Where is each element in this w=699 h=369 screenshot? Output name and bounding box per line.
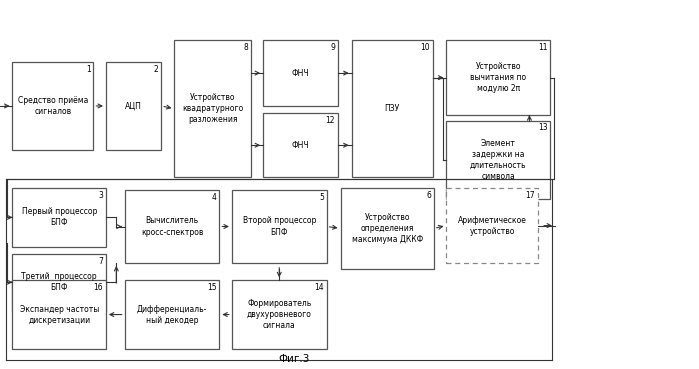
FancyBboxPatch shape [13,188,106,246]
Text: АЦП: АЦП [125,101,142,110]
Text: 12: 12 [326,116,335,125]
Text: 7: 7 [99,257,103,266]
Text: 13: 13 [538,124,547,132]
Text: 14: 14 [315,283,324,292]
Text: ФНЧ: ФНЧ [291,141,309,150]
FancyBboxPatch shape [447,188,538,263]
Text: 8: 8 [244,43,248,52]
Text: Арифметическое
устройство: Арифметическое устройство [458,215,526,236]
FancyBboxPatch shape [175,40,251,177]
Text: 16: 16 [94,283,103,292]
Text: Фиг.3: Фиг.3 [278,354,310,364]
Text: ПЗУ: ПЗУ [384,104,400,113]
FancyBboxPatch shape [124,190,219,263]
Text: 17: 17 [526,191,535,200]
FancyBboxPatch shape [447,40,550,115]
Text: 9: 9 [330,43,335,52]
FancyBboxPatch shape [13,280,106,349]
Text: Экспандер частоты
дискретизации: Экспандер частоты дискретизации [20,304,99,325]
Text: Элемент
задержки на
длительность
символа: Элемент задержки на длительность символа [470,139,526,181]
Text: 11: 11 [538,43,547,52]
Text: Третий  процессор
БПФ: Третий процессор БПФ [22,272,97,292]
FancyBboxPatch shape [263,113,338,177]
FancyBboxPatch shape [124,280,219,349]
FancyBboxPatch shape [447,121,550,199]
Text: Дифференциаль-
ный декодер: Дифференциаль- ный декодер [137,304,207,325]
FancyBboxPatch shape [106,62,161,150]
Text: Второй процессор
БПФ: Второй процессор БПФ [243,217,316,237]
FancyBboxPatch shape [232,190,326,263]
Text: 4: 4 [212,193,217,202]
Text: 1: 1 [86,65,91,74]
Text: Формирователь
двухуровневого
сигнала: Формирователь двухуровневого сигнала [247,299,312,330]
FancyBboxPatch shape [232,280,326,349]
Text: 6: 6 [426,191,431,200]
Text: ФНЧ: ФНЧ [291,69,309,77]
Text: Вычислитель
кросс-спектров: Вычислитель кросс-спектров [140,217,203,237]
Text: 10: 10 [420,43,430,52]
FancyBboxPatch shape [263,40,338,106]
Text: Устройство
определения
максимума ДККФ: Устройство определения максимума ДККФ [352,213,423,244]
Text: 15: 15 [207,283,217,292]
Text: Устройство
квадратурного
разложения: Устройство квадратурного разложения [182,93,243,124]
Text: Первый процессор
БПФ: Первый процессор БПФ [22,207,97,227]
FancyBboxPatch shape [13,62,94,150]
Text: Устройство
вычитания по
модулю 2π: Устройство вычитания по модулю 2π [470,62,526,93]
Text: 3: 3 [99,191,103,200]
Text: Средство приёма
сигналов: Средство приёма сигналов [17,96,88,116]
Text: 5: 5 [319,193,324,202]
FancyBboxPatch shape [352,40,433,177]
Text: 2: 2 [154,65,159,74]
FancyBboxPatch shape [13,254,106,311]
FancyBboxPatch shape [340,188,434,269]
